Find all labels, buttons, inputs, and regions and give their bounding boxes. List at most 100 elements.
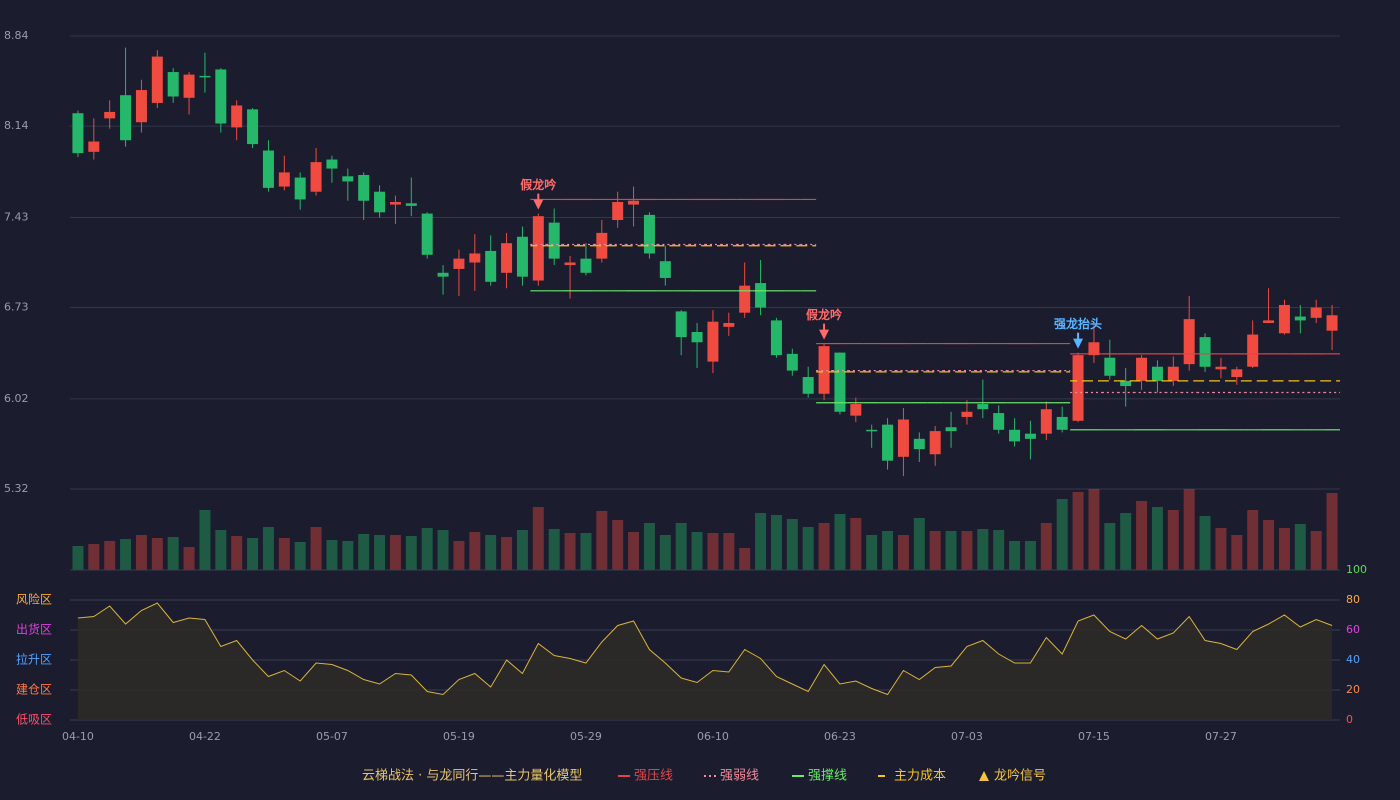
candle-body — [786, 353, 798, 371]
candle-body — [548, 222, 560, 259]
signal-arrow — [1073, 332, 1084, 349]
zone-label: 拉升区 — [16, 652, 52, 667]
volume-bar — [262, 527, 274, 570]
candle-body — [1199, 337, 1211, 367]
volume-bar — [516, 530, 528, 570]
candle-body — [612, 202, 624, 221]
candle-body — [72, 113, 84, 154]
legend-title: 云梯战法 · 与龙同行——主力量化模型 — [362, 769, 582, 784]
candle-body — [739, 285, 751, 313]
volume-bar — [897, 535, 909, 570]
candle-body — [945, 427, 957, 432]
candle-body — [929, 431, 941, 455]
volume-bar — [1136, 501, 1148, 570]
candle-body — [389, 202, 401, 205]
volume-bar — [104, 541, 116, 570]
candle-body — [1326, 315, 1338, 331]
volume-bar — [389, 535, 401, 570]
candle-body — [1310, 307, 1322, 318]
volume-bar — [421, 528, 433, 570]
volume-bar — [72, 546, 84, 570]
x-tick-label: 05-29 — [570, 730, 602, 743]
x-tick-label: 06-23 — [824, 730, 856, 743]
volume-bar — [167, 537, 179, 570]
x-tick-label: 04-10 — [62, 730, 94, 743]
volume-bar — [485, 535, 497, 570]
volume-bar — [183, 547, 195, 570]
volume-bar — [358, 534, 370, 570]
volume-bar — [1040, 523, 1052, 570]
candle-body — [770, 320, 782, 356]
candle-body — [1231, 369, 1243, 378]
volume-bar — [993, 530, 1005, 570]
x-tick-label: 05-19 — [443, 730, 475, 743]
volume-bar — [1024, 541, 1036, 570]
candle-body — [897, 419, 909, 457]
volume-bar — [501, 537, 513, 570]
volume-bar — [882, 531, 894, 570]
zone-label: 出货区 — [16, 622, 52, 637]
candle-body — [310, 162, 322, 192]
candle-body — [1088, 342, 1100, 356]
x-tick-label: 06-10 — [697, 730, 729, 743]
candle-body — [135, 90, 147, 123]
volume-bar — [215, 530, 227, 570]
legend-label: 强弱线 — [720, 769, 759, 784]
volume-bar — [1326, 493, 1338, 570]
volume-bar — [612, 520, 624, 570]
volume-bar — [1231, 535, 1243, 570]
candle-body — [1120, 380, 1132, 387]
candle-body — [723, 322, 735, 327]
volume-bar — [374, 535, 386, 570]
candle-body — [532, 216, 544, 281]
candle-body — [405, 203, 417, 206]
y2-tick-label: 0 — [1346, 713, 1353, 726]
volume-bar — [723, 533, 735, 570]
candle-body — [1136, 357, 1148, 381]
candle-body — [707, 321, 719, 362]
volume-bar — [1310, 531, 1322, 570]
volume-bar — [1009, 541, 1021, 570]
volume-bar — [1215, 528, 1227, 570]
candle-body — [1247, 334, 1259, 367]
candle-body — [580, 258, 592, 273]
volume-bar — [596, 511, 608, 570]
volume-bar — [1278, 528, 1290, 570]
candle-body — [643, 214, 655, 254]
candle-body — [501, 243, 513, 273]
volume-bar — [1120, 513, 1132, 570]
volume-bar — [643, 523, 655, 570]
candle-body — [231, 105, 243, 128]
candle-body — [1294, 316, 1306, 321]
candle-body — [421, 213, 433, 255]
volume-bar — [659, 535, 671, 570]
candle-body — [834, 352, 846, 412]
candle-body — [993, 413, 1005, 430]
legend-label: 强撑线 — [808, 769, 847, 784]
volume-bar — [739, 548, 751, 570]
y2-tick-label: 60 — [1346, 623, 1360, 636]
volume-bar — [88, 544, 100, 570]
volume-bar — [1263, 520, 1275, 570]
legend-label: 强压线 — [634, 769, 673, 784]
volume-bar — [628, 532, 640, 570]
candle-body — [1151, 366, 1163, 381]
volume-bar — [802, 527, 814, 570]
volume-bar — [977, 529, 989, 570]
candle-body — [961, 411, 973, 417]
zone-label: 风险区 — [16, 592, 52, 607]
candle-body — [278, 172, 290, 187]
candle-body — [374, 191, 386, 213]
signal-label: 强龙抬头 — [1054, 316, 1102, 331]
y2-tick-label: 40 — [1346, 653, 1360, 666]
volume-bar — [1151, 507, 1163, 570]
legend-label: 龙吟信号 — [994, 768, 1046, 784]
volume-bar — [1294, 524, 1306, 570]
volume-bar — [866, 535, 878, 570]
candle-body — [755, 283, 767, 308]
volume-bar — [437, 530, 449, 570]
candle-body — [1072, 355, 1084, 421]
candle-body — [818, 346, 830, 394]
volume-bar — [278, 538, 290, 570]
